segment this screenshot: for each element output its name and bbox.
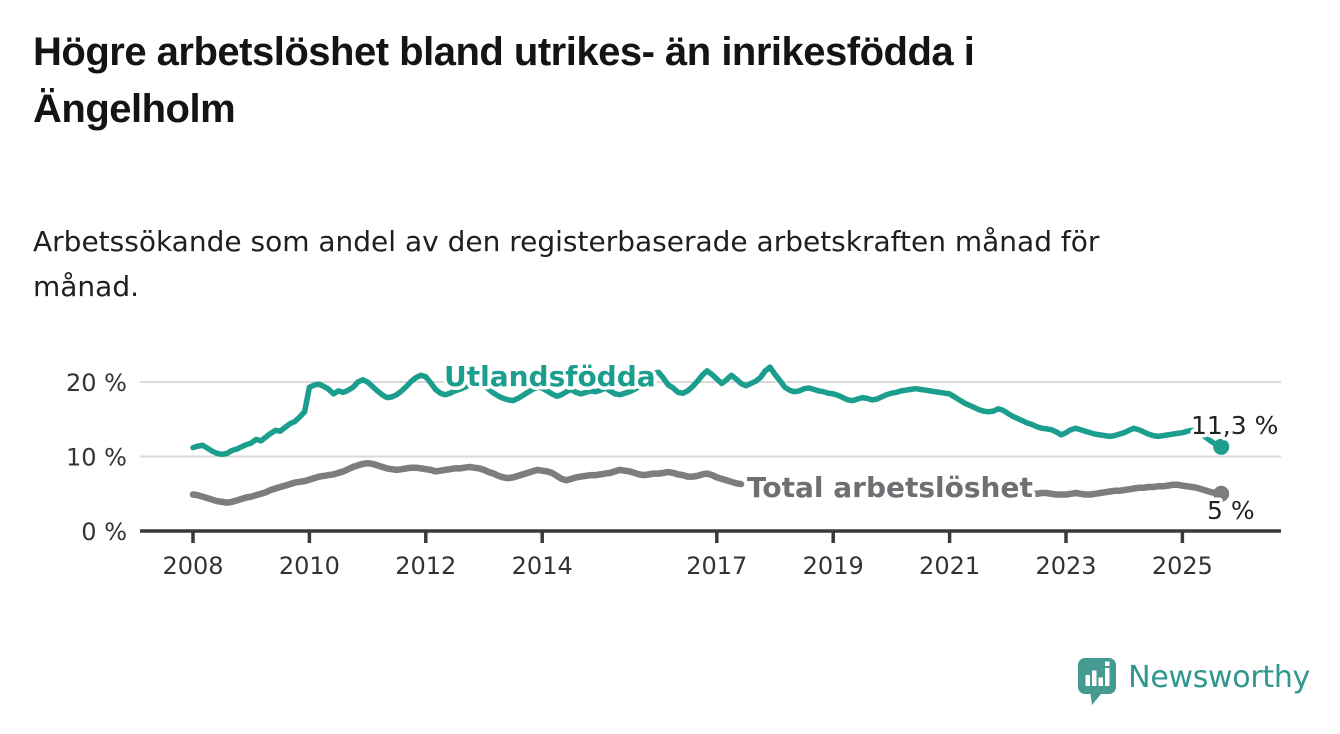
series-line-1	[189, 459, 745, 506]
logo-bar-2	[1092, 670, 1097, 686]
end-value-label-0: 11,3 %	[1191, 411, 1278, 440]
x-tick-label: 2017	[686, 552, 747, 580]
series-label-1: Total arbetslöshet	[747, 471, 1033, 504]
newsworthy-logo-icon	[1078, 658, 1117, 705]
series-line-0	[190, 364, 1224, 458]
logo-exclamation-dot	[1105, 661, 1110, 666]
x-tick-label: 2012	[395, 552, 456, 580]
x-tick-label: 2008	[162, 552, 223, 580]
series-line-1	[1009, 481, 1225, 498]
y-tick-label: 20 %	[66, 369, 127, 397]
y-tick-label: 0 %	[81, 518, 127, 546]
brand-name: Newsworthy	[1128, 660, 1310, 695]
x-tick-label: 2025	[1152, 552, 1213, 580]
logo-bubble	[1078, 658, 1117, 705]
x-tick-label: 2021	[919, 552, 980, 580]
unemployment-line-chart: 2008 2010 2012 2014 2017 2019 2021 2023 2025 0 % 1…	[66, 357, 1282, 581]
end-value-label-1: 5 %	[1207, 496, 1255, 525]
series-end-dot-0	[1213, 438, 1230, 455]
chart-title: Högre arbetslöshet bland utrikes- än inr…	[33, 30, 975, 131]
x-tick-label: 2019	[803, 552, 864, 580]
chart-subtitle: Arbetssökande som andel av den registerb…	[33, 225, 1100, 303]
y-tick-label: 10 %	[66, 444, 127, 472]
logo-exclamation-bar	[1105, 668, 1110, 686]
x-tick-label: 2023	[1035, 552, 1096, 580]
brand-footer: Newsworthy	[1076, 656, 1310, 706]
logo-bar-1	[1085, 675, 1091, 686]
series-label-0: Utlandsfödda	[444, 360, 656, 393]
logo-bar-3	[1098, 677, 1104, 686]
x-tick-label: 2014	[512, 552, 573, 580]
x-tick-label: 2010	[279, 552, 340, 580]
series-end-dot-1	[1213, 485, 1230, 502]
